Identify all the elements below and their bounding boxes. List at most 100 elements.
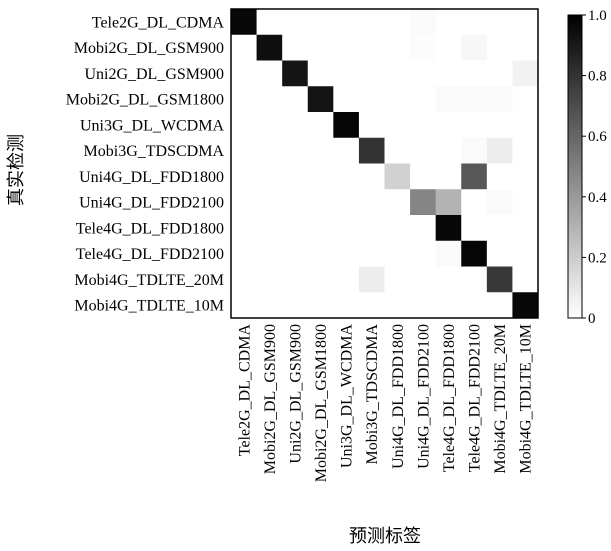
heatmap-cell: [333, 34, 360, 61]
heatmap-cell: [461, 163, 488, 190]
y-tick-label: Mobi4G_TDLTE_10M: [74, 298, 224, 315]
heatmap-cell: [435, 266, 462, 293]
heatmap-cell: [333, 163, 360, 190]
heatmap-cell: [256, 86, 283, 113]
heatmap-cell: [231, 60, 257, 87]
heatmap-cell: [358, 137, 385, 164]
heatmap-cell: [307, 112, 334, 139]
heatmap-cell: [256, 215, 283, 242]
heatmap-cell: [410, 215, 437, 242]
heatmap-cell: [282, 215, 309, 242]
heatmap-cell: [307, 240, 334, 267]
heatmap-cell: [333, 266, 360, 293]
y-tick-label: Uni3G_DL_WCDMA: [80, 117, 224, 134]
heatmap-cell: [435, 112, 462, 139]
heatmap-cell: [307, 215, 334, 242]
heatmap-cell: [282, 137, 309, 164]
heatmap-cell: [435, 137, 462, 164]
heatmap-cell: [410, 266, 437, 293]
heatmap-cell: [282, 112, 309, 139]
heatmap-cell: [486, 60, 513, 87]
heatmap-cell: [435, 60, 462, 87]
x-tick-labels: Tele2G_DL_CDMA Mobi2G_DL_GSM900 Uni2G_DL_G…: [236, 324, 534, 483]
heatmap-cell: [486, 86, 513, 113]
heatmap-cell: [256, 112, 283, 139]
y-tick-label: Uni2G_DL_GSM900: [84, 66, 224, 83]
heatmap-cell: [486, 9, 513, 36]
heatmap-cell: [461, 86, 488, 113]
x-tick-label: Mobi2G_DL_GSM900: [262, 324, 279, 474]
heatmap-cell: [282, 60, 309, 87]
heatmap-cell: [512, 86, 539, 113]
heatmap-cell: [461, 112, 488, 139]
heatmap-cell: [486, 292, 513, 319]
heatmap-cell: [461, 137, 488, 164]
heatmap-cell: [231, 266, 257, 293]
x-tick-label: Tele4G_DL_FDD1800: [441, 324, 458, 472]
heatmap-cell: [231, 240, 257, 267]
heatmap-cell: [282, 292, 309, 319]
heatmap-cell: [384, 215, 411, 242]
heatmap-cell: [435, 189, 462, 216]
heatmap-cell: [435, 215, 462, 242]
heatmap-cell: [435, 292, 462, 319]
heatmap-cell: [384, 86, 411, 113]
heatmap-cell: [512, 137, 539, 164]
heatmap-cell: [307, 60, 334, 87]
heatmap-cell: [231, 86, 257, 113]
y-tick-label: Tele2G_DL_CDMA: [92, 14, 225, 31]
heatmap-cell: [384, 266, 411, 293]
heatmap-cell: [333, 292, 360, 319]
heatmap-cell: [256, 60, 283, 87]
y-tick-label: Uni4G_DL_FDD1800: [79, 169, 224, 186]
heatmap-cell: [384, 240, 411, 267]
heatmap-cell: [461, 9, 488, 36]
heatmap-cell: [358, 112, 385, 139]
heatmap-cell: [307, 137, 334, 164]
heatmap-cell: [256, 137, 283, 164]
heatmap-cell: [358, 9, 385, 36]
heatmap-cell: [435, 86, 462, 113]
colorbar-tick-label: 0.8: [588, 69, 607, 85]
heatmap-cell: [358, 34, 385, 61]
heatmap-cell: [486, 112, 513, 139]
heatmap-cell: [461, 292, 488, 319]
heatmap-cell: [358, 240, 385, 267]
plot-frame: [230, 8, 539, 319]
x-tick-label: Uni3G_DL_WCDMA: [339, 324, 356, 468]
heatmap-cell: [384, 189, 411, 216]
heatmap-cell: [256, 292, 283, 319]
heatmap-cell: [410, 163, 437, 190]
heatmap-cell: [282, 240, 309, 267]
x-tick-label: Tele4G_DL_FDD2100: [467, 324, 484, 472]
heatmap-cell: [410, 240, 437, 267]
heatmap-cell: [256, 189, 283, 216]
heatmap-cell: [435, 9, 462, 36]
heatmap-cell: [358, 86, 385, 113]
heatmap-cell: [256, 9, 283, 36]
heatmap-cell: [231, 34, 257, 61]
heatmap-cell: [410, 137, 437, 164]
heatmap-cell: [256, 34, 283, 61]
heatmap-cell: [231, 112, 257, 139]
heatmap-cell: [512, 240, 539, 267]
heatmap-cell: [512, 9, 539, 36]
heatmap-cell: [486, 34, 513, 61]
heatmap-cell: [307, 292, 334, 319]
colorbar: [567, 14, 583, 319]
y-axis-title: 真实检测: [6, 134, 26, 206]
heatmap-cell: [435, 240, 462, 267]
heatmap-cell: [384, 112, 411, 139]
heatmap-cell: [512, 112, 539, 139]
heatmap-cell: [282, 163, 309, 190]
heatmap-cell: [461, 34, 488, 61]
heatmap-cell: [512, 34, 539, 61]
heatmap-cell: [435, 163, 462, 190]
heatmap-cell: [231, 189, 257, 216]
heatmap-cell: [333, 60, 360, 87]
heatmap-cell: [384, 34, 411, 61]
heatmap-cell: [282, 34, 309, 61]
heatmap-cell: [410, 292, 437, 319]
y-tick-label: Mobi2G_DL_GSM1800: [66, 92, 224, 109]
y-tick-label: Tele4G_DL_FDD2100: [76, 246, 224, 263]
